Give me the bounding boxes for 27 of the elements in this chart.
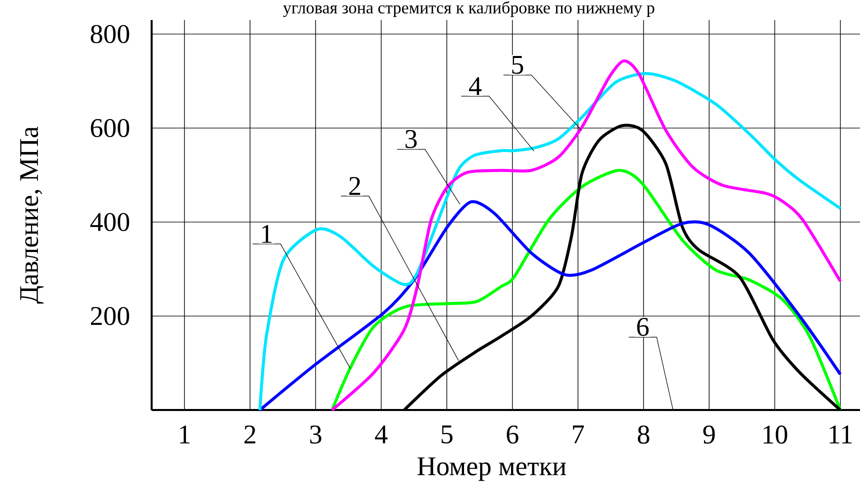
x-tick-label: 8 xyxy=(638,426,650,444)
x-tick-label: 7 xyxy=(573,426,584,444)
line-series xyxy=(258,72,842,412)
annotation: 6 xyxy=(637,318,649,336)
y-tick-label: 200 xyxy=(90,307,130,326)
line-series xyxy=(258,200,842,412)
annotation: 5 xyxy=(512,56,524,74)
x-tick-label: 4 xyxy=(375,426,388,444)
annotation: 4 xyxy=(468,77,482,96)
x-tick-label: 3 xyxy=(310,426,322,444)
annotation: 1 xyxy=(262,225,272,243)
annotation: 3 xyxy=(406,130,417,148)
x-tick-label: 1 xyxy=(180,426,190,444)
y-tick-label: 400 xyxy=(90,213,130,232)
x-tick-label: 9 xyxy=(703,426,715,444)
y-tick-label: 800 xyxy=(90,25,130,44)
x-tick-label: 5 xyxy=(442,426,452,444)
x-tick-label: 10 xyxy=(764,426,788,444)
line-series xyxy=(330,168,842,412)
x-tick-label: 2 xyxy=(244,426,256,444)
x-axis-title: Номер метки xyxy=(417,458,566,481)
x-tick-label: 6 xyxy=(506,426,518,444)
x-tick-label: 11 xyxy=(830,426,852,444)
y-axis-title: Давление, МПа xyxy=(20,126,44,304)
text: угловая зона стремится к калибровке по нижнему р xyxy=(283,1,654,18)
y-tick-label: 600 xyxy=(90,119,130,138)
annotation: 2 xyxy=(349,177,360,195)
